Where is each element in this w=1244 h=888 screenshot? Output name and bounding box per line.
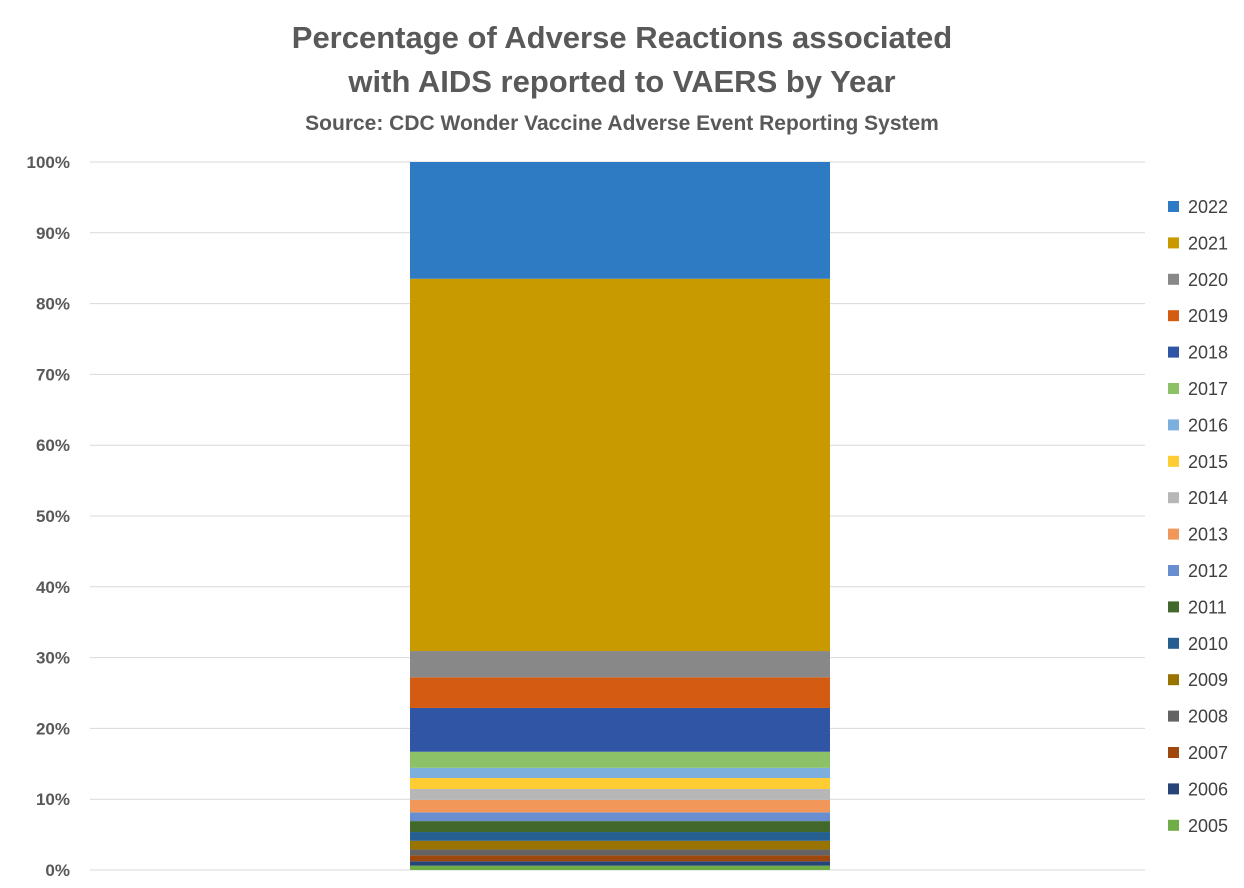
bar-segment-2020 xyxy=(410,651,830,678)
legend-label-2019: 2019 xyxy=(1188,306,1228,326)
chart-title: Percentage of Adverse Reactions associat… xyxy=(291,20,953,55)
legend-label-2011: 2011 xyxy=(1188,597,1227,617)
legend-label-2007: 2007 xyxy=(1188,743,1228,763)
chart-subtitle: Source: CDC Wonder Vaccine Adverse Event… xyxy=(305,112,939,135)
legend-label-2017: 2017 xyxy=(1188,379,1228,399)
legend-label-2016: 2016 xyxy=(1188,415,1228,435)
legend-swatch-2007 xyxy=(1168,747,1179,758)
legend-label-2012: 2012 xyxy=(1188,561,1228,581)
bar-segment-2010 xyxy=(410,832,830,841)
legend-label-2021: 2021 xyxy=(1188,233,1228,253)
bar-segment-2006 xyxy=(410,861,830,866)
y-tick-label: 10% xyxy=(36,790,70,809)
y-tick-label: 80% xyxy=(36,295,70,314)
bar-segment-2016 xyxy=(410,767,830,779)
y-tick-label: 100% xyxy=(27,153,70,172)
legend-swatch-2011 xyxy=(1168,601,1179,613)
legend-swatch-2016 xyxy=(1168,419,1179,431)
bar-segment-2015 xyxy=(410,778,830,789)
legend-swatch-2018 xyxy=(1168,346,1179,358)
y-tick-label: 20% xyxy=(36,719,70,738)
bar-segment-2012 xyxy=(410,812,830,822)
legend-swatch-2022 xyxy=(1168,201,1179,212)
y-tick-label: 70% xyxy=(36,365,70,384)
legend-swatch-2015 xyxy=(1168,455,1179,467)
bar-segment-2019 xyxy=(410,677,830,708)
bar-segment-2017 xyxy=(410,751,830,768)
legend-swatch-2012 xyxy=(1168,565,1179,576)
legend-label-2009: 2009 xyxy=(1188,670,1228,690)
y-tick-label: 50% xyxy=(36,507,70,526)
y-tick-label: 60% xyxy=(36,436,70,455)
bar-segment-2009 xyxy=(410,840,830,850)
legend-label-2006: 2006 xyxy=(1188,779,1228,799)
legend-label-2020: 2020 xyxy=(1188,270,1228,290)
legend-label-2014: 2014 xyxy=(1188,488,1228,508)
bar-segment-2007 xyxy=(410,855,830,862)
y-tick-label: 90% xyxy=(36,224,70,243)
legend-label-2018: 2018 xyxy=(1188,343,1228,363)
bar-segment-2018 xyxy=(410,707,830,752)
y-tick-label: 30% xyxy=(36,649,70,668)
bar-segment-2014 xyxy=(410,788,830,800)
bar-segment-2013 xyxy=(410,799,830,813)
legend-label-2005: 2005 xyxy=(1188,816,1228,836)
legend-swatch-2013 xyxy=(1168,528,1179,540)
stacked-bar xyxy=(410,162,830,870)
y-tick-label: 0% xyxy=(45,861,70,880)
bar-segment-2005 xyxy=(410,865,830,870)
legend-label-2010: 2010 xyxy=(1188,634,1228,654)
legend-swatch-2014 xyxy=(1168,492,1179,504)
legend-swatch-2021 xyxy=(1168,237,1179,249)
legend: 2022 2021 2020 2019 2018 2017 2016 2015 2014 2013… xyxy=(1168,197,1228,836)
y-tick-label: 40% xyxy=(36,578,70,597)
legend-label-2008: 2008 xyxy=(1188,707,1228,727)
legend-swatch-2006 xyxy=(1168,783,1179,795)
bar-segment-2022 xyxy=(410,162,830,279)
legend-label-2022: 2022 xyxy=(1188,197,1228,217)
legend-label-2013: 2013 xyxy=(1188,525,1228,545)
y-axis: 0% 10% 20% 30% 40% 50% 60% 70% 80% 90% 100% xyxy=(27,153,70,880)
legend-label-2015: 2015 xyxy=(1188,452,1228,472)
legend-swatch-2008 xyxy=(1168,710,1179,722)
legend-swatch-2010 xyxy=(1168,637,1179,649)
bar-segment-2021 xyxy=(410,278,830,652)
legend-swatch-2005 xyxy=(1168,819,1179,831)
chart-title-line2: with AIDS reported to VAERS by Year xyxy=(348,64,896,99)
bar-segment-2008 xyxy=(410,849,830,856)
bar-segment-2011 xyxy=(410,821,830,833)
legend-swatch-2019 xyxy=(1168,310,1179,322)
legend-swatch-2009 xyxy=(1168,674,1179,686)
legend-swatch-2017 xyxy=(1168,383,1179,394)
legend-swatch-2020 xyxy=(1168,273,1179,285)
